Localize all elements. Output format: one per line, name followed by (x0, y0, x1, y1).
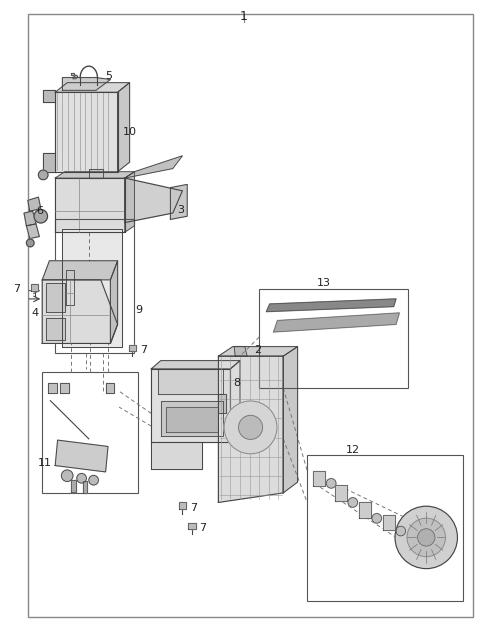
Circle shape (372, 513, 382, 523)
Polygon shape (234, 347, 247, 356)
Text: 6: 6 (36, 206, 43, 216)
Polygon shape (28, 197, 41, 211)
Polygon shape (71, 73, 74, 75)
Circle shape (348, 497, 358, 508)
Polygon shape (283, 347, 298, 493)
Polygon shape (161, 401, 223, 436)
Polygon shape (89, 169, 103, 178)
Polygon shape (55, 440, 108, 472)
Circle shape (77, 473, 86, 483)
Polygon shape (73, 75, 78, 79)
Text: 1: 1 (240, 10, 248, 22)
Polygon shape (218, 347, 298, 356)
Bar (42, 372, 138, 493)
Text: 10: 10 (122, 127, 136, 137)
Polygon shape (158, 369, 223, 394)
Polygon shape (55, 83, 130, 92)
Polygon shape (71, 480, 76, 492)
Circle shape (38, 170, 48, 180)
Circle shape (224, 401, 277, 454)
Text: 8: 8 (233, 378, 240, 388)
Polygon shape (151, 442, 202, 469)
Polygon shape (46, 318, 65, 340)
Polygon shape (48, 383, 57, 393)
Bar (259, 289, 408, 388)
Text: 12: 12 (346, 445, 360, 455)
Polygon shape (42, 261, 118, 280)
Polygon shape (170, 184, 187, 219)
Circle shape (34, 209, 48, 223)
Polygon shape (26, 224, 39, 238)
Polygon shape (274, 313, 399, 332)
Polygon shape (110, 261, 118, 343)
Polygon shape (218, 356, 283, 502)
Polygon shape (31, 284, 38, 291)
Polygon shape (383, 515, 395, 530)
Polygon shape (125, 156, 182, 178)
Text: 3: 3 (178, 205, 185, 215)
Polygon shape (106, 383, 114, 393)
Circle shape (418, 529, 435, 546)
Polygon shape (335, 485, 347, 501)
Polygon shape (166, 407, 218, 432)
Circle shape (61, 470, 73, 481)
Circle shape (89, 475, 98, 485)
Polygon shape (151, 369, 230, 442)
Circle shape (395, 506, 457, 569)
Polygon shape (83, 481, 87, 493)
Polygon shape (129, 345, 136, 351)
Text: 9: 9 (135, 305, 143, 315)
Polygon shape (46, 283, 65, 312)
Text: 7: 7 (199, 523, 206, 533)
Polygon shape (266, 299, 396, 312)
Polygon shape (151, 361, 240, 369)
Polygon shape (188, 523, 196, 529)
Text: 2: 2 (254, 345, 262, 355)
Polygon shape (24, 211, 36, 226)
Circle shape (326, 478, 336, 488)
Polygon shape (55, 92, 118, 172)
Polygon shape (55, 172, 134, 178)
Polygon shape (118, 83, 130, 172)
Text: 7: 7 (190, 502, 197, 513)
Polygon shape (125, 178, 182, 223)
Text: 4: 4 (31, 308, 38, 318)
Polygon shape (66, 270, 74, 305)
Circle shape (239, 415, 263, 439)
Polygon shape (62, 229, 122, 347)
Polygon shape (62, 78, 110, 90)
Bar (307, 455, 463, 601)
Circle shape (396, 526, 406, 536)
Polygon shape (43, 90, 55, 102)
Text: 5: 5 (106, 71, 113, 81)
Bar (55, 219, 134, 353)
Polygon shape (125, 172, 134, 232)
Polygon shape (179, 502, 186, 509)
Text: 7: 7 (13, 284, 20, 294)
Circle shape (26, 239, 34, 247)
Polygon shape (43, 153, 55, 172)
Polygon shape (42, 280, 118, 343)
Text: 13: 13 (317, 278, 331, 288)
Text: 7: 7 (140, 345, 147, 355)
Polygon shape (313, 471, 325, 486)
Circle shape (407, 518, 445, 556)
Polygon shape (359, 502, 371, 518)
Polygon shape (60, 383, 69, 393)
Polygon shape (218, 394, 226, 413)
Text: 11: 11 (37, 458, 51, 468)
Polygon shape (230, 361, 240, 442)
Polygon shape (55, 178, 125, 232)
